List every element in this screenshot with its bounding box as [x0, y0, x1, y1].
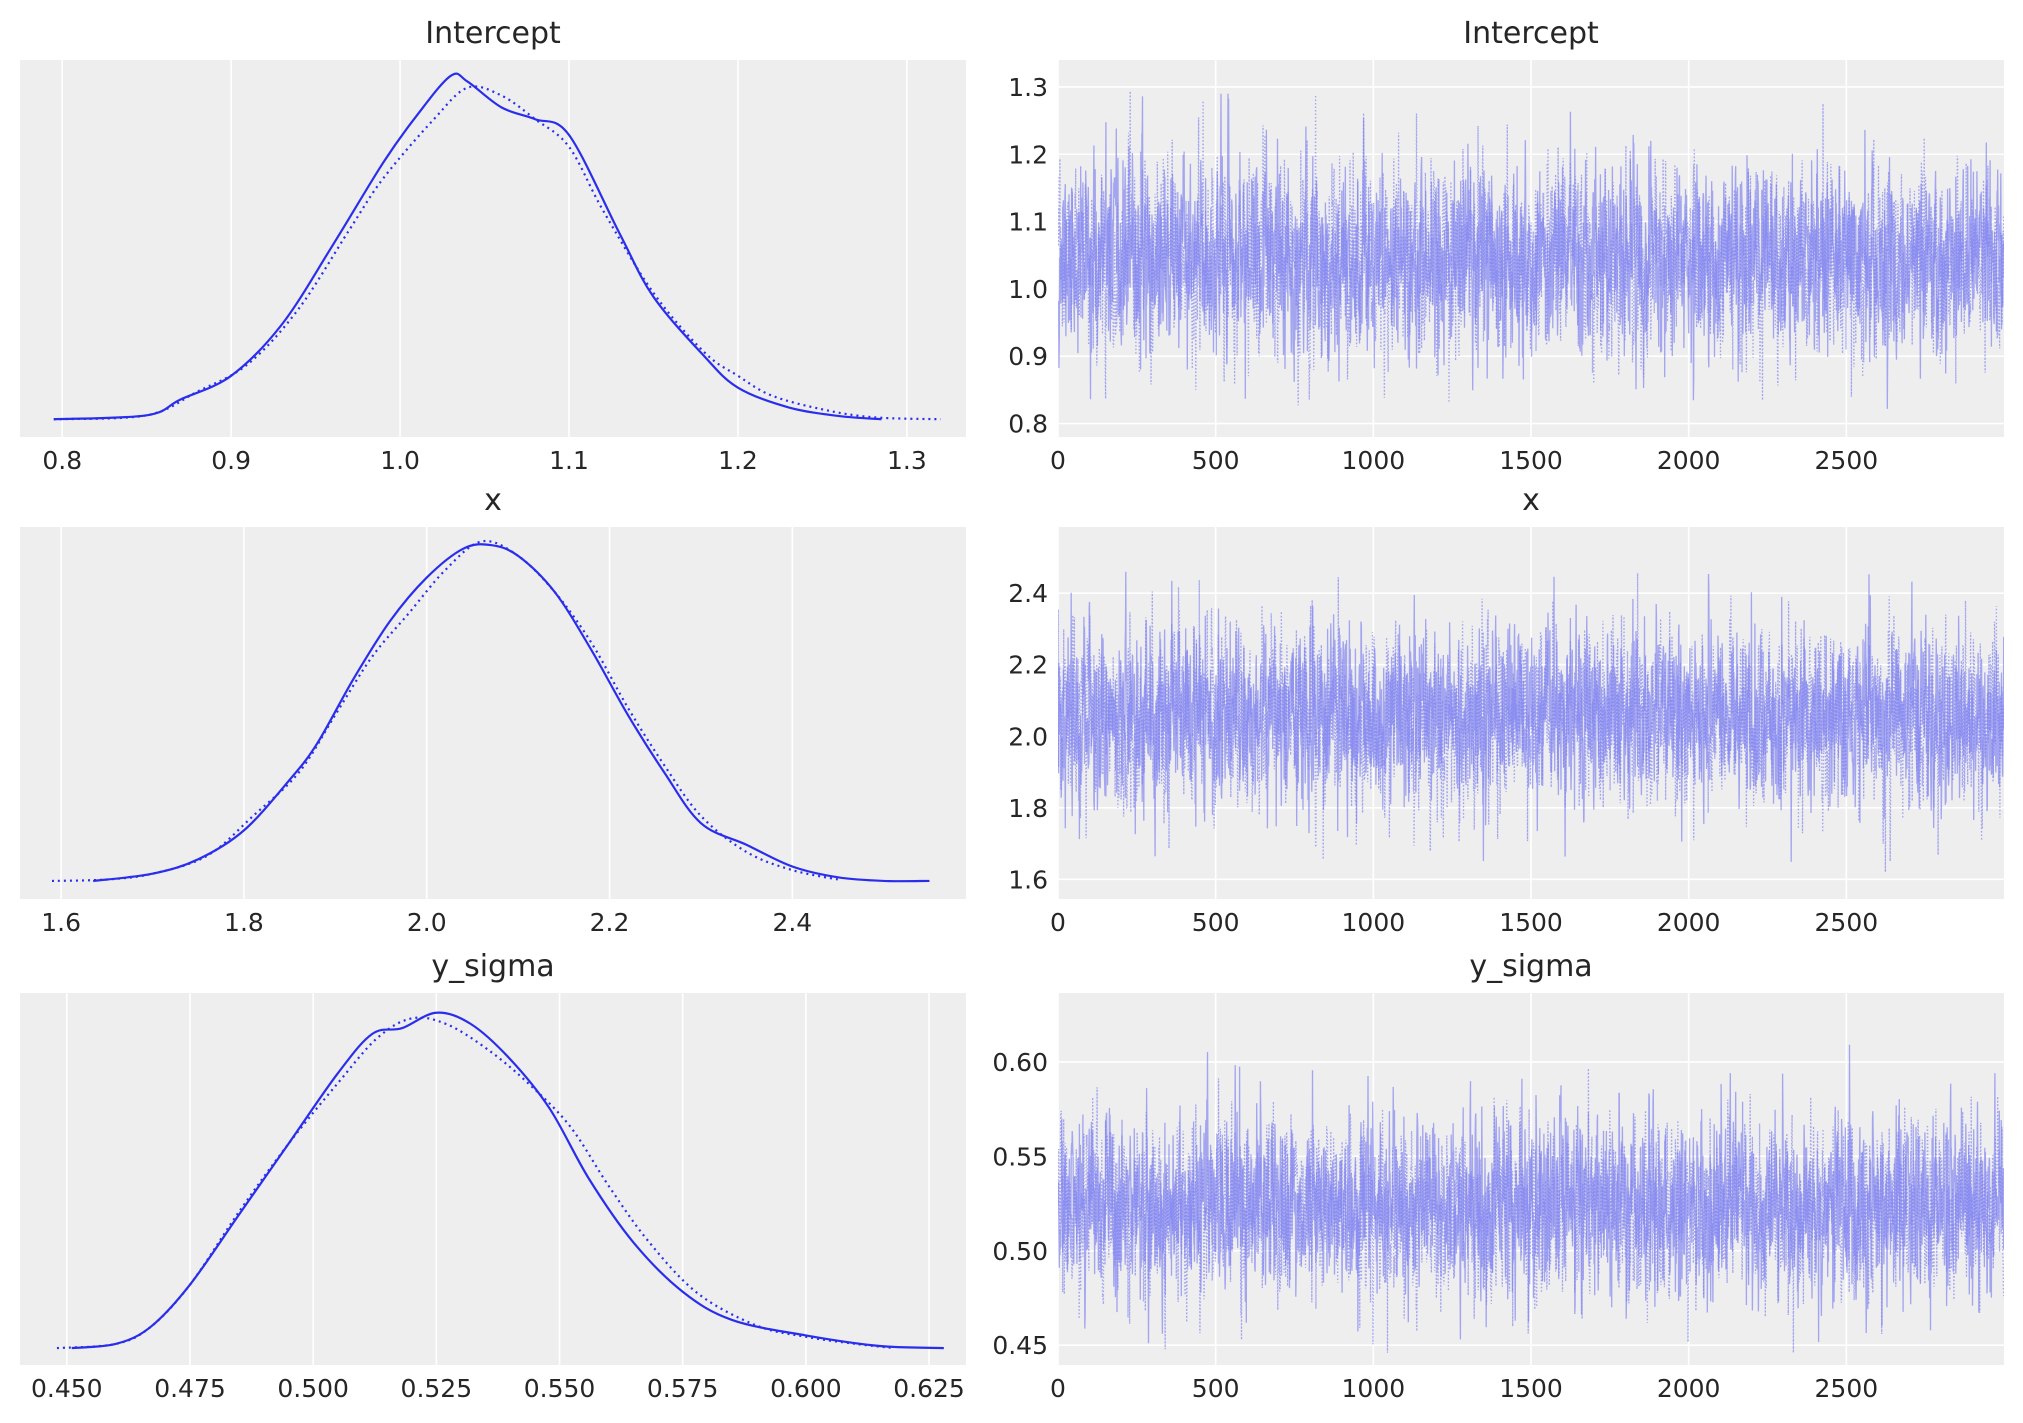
- x-tick-label: 1.0: [380, 446, 420, 475]
- panel-title: y_sigma: [431, 949, 554, 984]
- y-tick-label: 1.2: [1008, 140, 1048, 169]
- x-tick-label: 0.625: [893, 1374, 965, 1403]
- x-tick-label: 0.500: [277, 1374, 349, 1403]
- x-tick-label: 1500: [1499, 908, 1563, 937]
- panel-title: y_sigma: [1469, 949, 1592, 984]
- x-tick-label: 2000: [1657, 1374, 1721, 1403]
- y-tick-label: 1.0: [1008, 275, 1048, 304]
- x-tick-label: 1.1: [549, 446, 589, 475]
- x-tick-label: 500: [1192, 1374, 1240, 1403]
- tick-labels: 0.450 0.475 0.500 0.525 0.550 0.575 0.600 0.625: [31, 1374, 965, 1403]
- y-tick-label: 2.4: [1008, 579, 1048, 608]
- x-tick-label: 1500: [1499, 1374, 1563, 1403]
- y-tick-label: 0.9: [1008, 342, 1048, 371]
- y-tick-label: 1.8: [1008, 794, 1048, 823]
- x-tick-label: 2000: [1657, 908, 1721, 937]
- y-tick-label: 0.60: [992, 1048, 1048, 1077]
- plot-area: [20, 527, 966, 899]
- y-tick-label: 0.55: [992, 1142, 1048, 1171]
- x-tick-label: 0.575: [647, 1374, 719, 1403]
- tick-labels: 0 500 1000 1500 2000 2500 0.45 0.50 0.55 0.60: [992, 1048, 1878, 1403]
- series-group: [53, 72, 941, 421]
- kde-line-dotted: [53, 85, 941, 421]
- series-group: [51, 539, 930, 883]
- x-tick-label: 1000: [1342, 908, 1406, 937]
- kde-line-solid: [53, 72, 882, 421]
- x-tick-label: 1500: [1499, 446, 1563, 475]
- trace-line-dotted: [1058, 1068, 2004, 1353]
- y-tick-label: 1.3: [1008, 73, 1048, 102]
- x-tick-label: 1.8: [224, 908, 264, 937]
- x-tick-label: 0: [1050, 1374, 1066, 1403]
- x-tick-label: 1.6: [41, 908, 81, 937]
- y-tick-label: 0.8: [1008, 410, 1048, 439]
- x-tick-label: 2.4: [772, 908, 812, 937]
- x-tick-label: 2500: [1815, 908, 1879, 937]
- trace-panel-x: 0 500 1000 1500 2000 2500 1.6 1.8 2.0 2.2 2.4 x: [1008, 483, 2004, 937]
- y-tick-label: 0.50: [992, 1237, 1048, 1266]
- gridlines: [60, 527, 794, 899]
- kde-line-dotted: [56, 1016, 895, 1350]
- x-tick-label: 0.550: [524, 1374, 596, 1403]
- plot-area: [20, 993, 966, 1365]
- gridlines: [66, 993, 930, 1365]
- x-tick-label: 1.2: [718, 446, 758, 475]
- trace-line-solid: [1058, 1044, 2004, 1344]
- kde-line-solid: [92, 543, 930, 883]
- kde-panel-intercept: 0.8 0.9 1.0 1.1 1.2 1.3 Intercept: [20, 16, 966, 475]
- y-tick-label: 0.45: [992, 1331, 1048, 1360]
- y-tick-label: 2.2: [1008, 651, 1048, 680]
- trace-panel-intercept: 0 500 1000 1500 2000 2500 0.8 0.9 1.0 1.1 1.2 1.3 In…: [1008, 16, 2004, 475]
- x-tick-label: 500: [1192, 446, 1240, 475]
- kde-line-solid: [71, 1011, 944, 1350]
- series-group: [1058, 571, 2004, 873]
- kde-panel-x: 1.6 1.8 2.0 2.2 2.4 x: [20, 483, 966, 937]
- x-tick-label: 0.8: [42, 446, 82, 475]
- x-tick-label: 0.475: [154, 1374, 226, 1403]
- tick-labels: 0 500 1000 1500 2000 2500 1.6 1.8 2.0 2.2 2.4: [1008, 579, 1878, 937]
- x-tick-label: 2500: [1815, 446, 1879, 475]
- x-tick-label: 1.3: [887, 446, 927, 475]
- series-group: [1058, 1044, 2004, 1353]
- tick-labels: 0 500 1000 1500 2000 2500 0.8 0.9 1.0 1.1 1.2 1.3: [1008, 73, 1878, 475]
- tick-labels: 0.8 0.9 1.0 1.1 1.2 1.3: [42, 446, 926, 475]
- x-tick-label: 0.9: [211, 446, 251, 475]
- panel-title: Intercept: [1463, 16, 1599, 51]
- series-group: [1058, 91, 2004, 409]
- x-tick-label: 2.2: [590, 908, 630, 937]
- x-tick-label: 2000: [1657, 446, 1721, 475]
- x-tick-label: 0.525: [401, 1374, 473, 1403]
- y-tick-label: 2.0: [1008, 722, 1048, 751]
- x-tick-label: 0.450: [31, 1374, 103, 1403]
- x-tick-label: 0.600: [770, 1374, 842, 1403]
- trace-line-dotted: [1058, 573, 2004, 873]
- x-tick-label: 1000: [1342, 1374, 1406, 1403]
- plot-area: [20, 60, 966, 437]
- gridlines: [61, 60, 908, 437]
- y-tick-label: 1.1: [1008, 208, 1048, 237]
- tick-labels: 1.6 1.8 2.0 2.2 2.4: [41, 908, 812, 937]
- x-tick-label: 2.0: [407, 908, 447, 937]
- trace-panel-y-sigma: 0 500 1000 1500 2000 2500 0.45 0.50 0.55 0.60 y_si…: [992, 949, 2004, 1403]
- x-tick-label: 500: [1192, 908, 1240, 937]
- series-group: [56, 1011, 944, 1350]
- x-tick-label: 2500: [1815, 1374, 1879, 1403]
- panel-title: Intercept: [425, 16, 561, 51]
- kde-panel-y-sigma: 0.450 0.475 0.500 0.525 0.550 0.575 0.600 0.625…: [20, 949, 966, 1403]
- kde-line-dotted: [51, 539, 839, 883]
- x-tick-label: 0: [1050, 446, 1066, 475]
- trace-line-dotted: [1058, 91, 2004, 406]
- x-tick-label: 0: [1050, 908, 1066, 937]
- x-tick-label: 1000: [1342, 446, 1406, 475]
- y-tick-label: 1.6: [1008, 865, 1048, 894]
- panel-title: x: [484, 483, 502, 518]
- panel-title: x: [1522, 483, 1540, 518]
